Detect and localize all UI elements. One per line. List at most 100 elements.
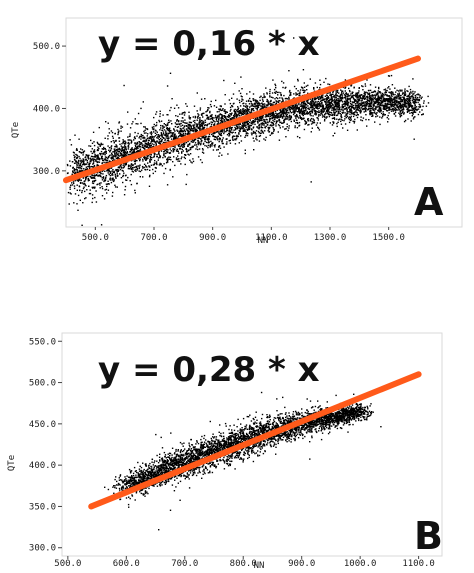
data-point — [221, 140, 223, 142]
data-point — [310, 100, 312, 103]
data-point — [379, 111, 381, 113]
data-point — [382, 93, 384, 96]
data-point — [76, 184, 78, 186]
data-point — [194, 117, 196, 119]
data-point — [363, 102, 365, 105]
data-point — [144, 126, 146, 128]
data-point — [105, 121, 107, 123]
data-point — [76, 171, 79, 174]
data-point — [382, 106, 385, 108]
data-point — [222, 121, 224, 124]
data-point — [378, 104, 380, 106]
data-point — [369, 110, 371, 112]
data-point — [369, 107, 372, 110]
data-point — [286, 107, 288, 109]
data-point — [386, 104, 389, 106]
data-point — [93, 156, 95, 158]
data-point — [316, 106, 318, 109]
data-point — [236, 126, 238, 128]
data-point — [127, 146, 130, 148]
data-point — [255, 107, 257, 110]
data-point — [74, 180, 76, 182]
data-point — [82, 177, 84, 179]
data-point — [298, 108, 300, 110]
data-point — [314, 104, 316, 106]
data-point — [83, 150, 86, 152]
data-point — [228, 99, 231, 101]
data-point — [411, 99, 413, 101]
data-point — [226, 119, 228, 122]
data-point — [128, 139, 130, 141]
data-point — [69, 139, 71, 141]
data-point — [234, 129, 237, 131]
data-point — [217, 135, 219, 137]
data-point — [213, 123, 216, 125]
data-point — [173, 129, 175, 131]
data-point — [124, 144, 126, 146]
data-point — [363, 108, 365, 110]
data-point — [332, 122, 335, 124]
data-point — [276, 120, 279, 122]
data-point — [331, 109, 333, 111]
data-point — [182, 121, 184, 123]
data-point — [91, 142, 94, 144]
data-point — [367, 100, 369, 102]
data-point — [326, 112, 329, 114]
data-point — [218, 119, 220, 121]
data-point — [157, 157, 160, 159]
data-point — [249, 106, 251, 108]
data-point — [178, 158, 180, 160]
data-point — [163, 154, 165, 156]
data-point — [335, 91, 337, 93]
data-point — [238, 132, 240, 134]
data-point — [371, 103, 373, 105]
data-point — [127, 153, 130, 156]
data-point — [213, 132, 215, 135]
data-point — [73, 162, 76, 164]
data-point — [350, 119, 352, 121]
data-point — [259, 118, 261, 120]
data-point — [85, 163, 87, 165]
data-point — [388, 86, 390, 88]
data-point — [173, 138, 175, 140]
data-point — [394, 99, 396, 101]
data-point — [415, 106, 418, 108]
data-point — [180, 144, 182, 146]
data-point — [242, 113, 245, 116]
data-point — [296, 105, 298, 107]
data-point — [386, 98, 388, 100]
data-point — [341, 119, 343, 121]
data-point — [338, 112, 340, 114]
data-point — [94, 155, 97, 157]
data-point — [362, 96, 364, 98]
data-point — [249, 111, 251, 114]
data-point — [236, 111, 239, 113]
data-point — [114, 152, 116, 154]
data-point — [156, 133, 158, 136]
data-point — [231, 132, 233, 134]
data-point — [97, 146, 99, 148]
data-point — [102, 176, 105, 178]
data-point — [260, 116, 262, 118]
data-point — [256, 100, 258, 102]
data-point — [199, 107, 202, 109]
data-point — [246, 124, 249, 126]
data-point — [249, 127, 251, 129]
data-point — [67, 172, 69, 174]
data-point — [403, 103, 406, 106]
data-point — [353, 98, 355, 100]
data-point — [189, 147, 191, 149]
data-point — [102, 169, 104, 172]
data-point — [302, 87, 304, 89]
data-point — [409, 99, 411, 102]
data-point — [224, 94, 226, 96]
data-point — [199, 159, 202, 161]
data-point — [208, 107, 210, 109]
data-point — [121, 146, 123, 149]
data-point — [358, 99, 360, 102]
data-point — [224, 115, 226, 117]
data-point — [415, 99, 417, 101]
data-point — [246, 134, 249, 137]
data-point — [104, 151, 106, 153]
data-point — [242, 109, 244, 112]
